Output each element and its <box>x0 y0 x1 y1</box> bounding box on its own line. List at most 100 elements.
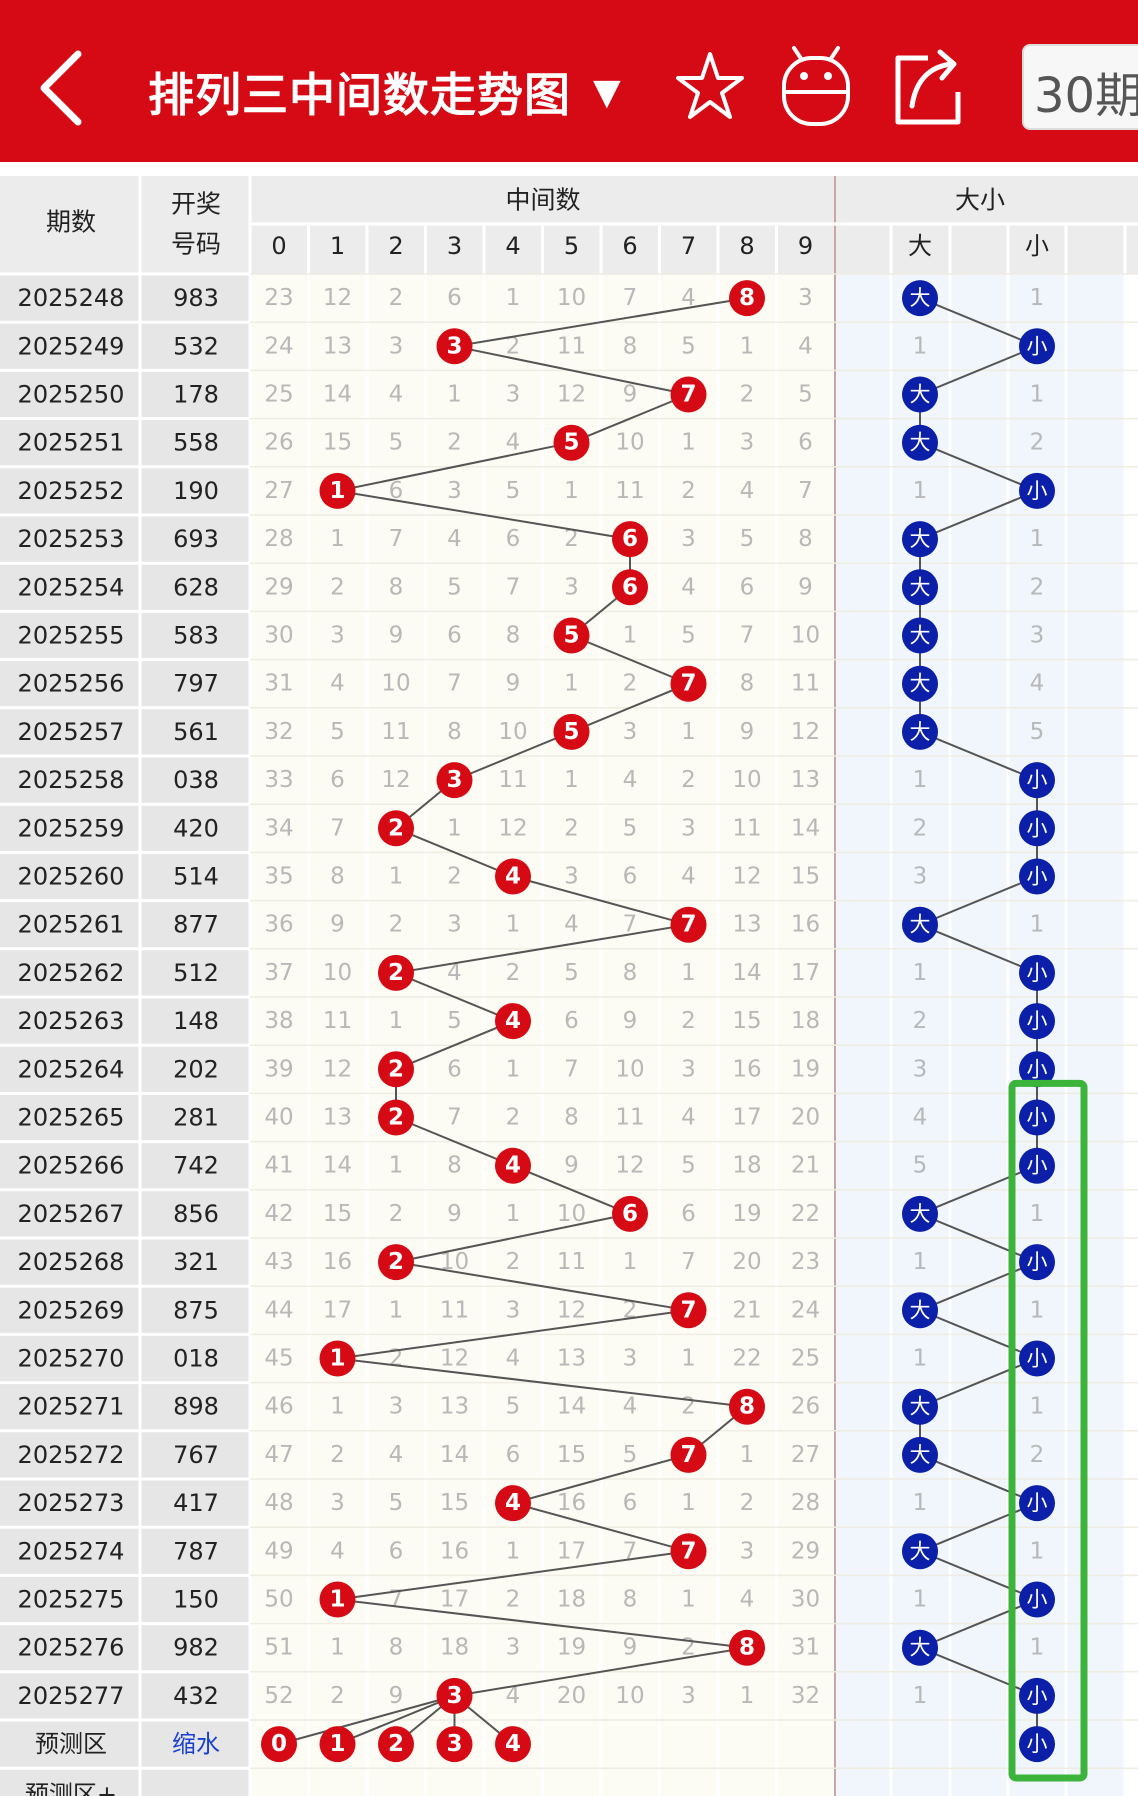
miss-count: 4 <box>681 1105 696 1131</box>
miss-count: 13 <box>557 1346 586 1372</box>
size-miss-count: 4 <box>1030 671 1045 697</box>
miss-count: 3 <box>740 430 755 456</box>
middle-ball <box>553 424 590 461</box>
predict-trend-line <box>278 1694 455 1746</box>
miss-count: 13 <box>323 333 352 359</box>
size-miss-count: 1 <box>1030 1538 1045 1564</box>
table-row: 2025248 983 23 12 2 6 1 10 7 4 3 1 <box>18 284 1045 312</box>
miss-count: 50 <box>264 1587 293 1613</box>
miss-count: 13 <box>323 1105 352 1131</box>
col-period-header: 期数 <box>46 208 96 237</box>
miss-count: 14 <box>557 1394 586 1420</box>
table-row: 2025271 898 46 1 3 13 5 14 4 2 26 1 <box>18 1393 1045 1421</box>
miss-count: 5 <box>447 574 462 600</box>
miss-count: 4 <box>447 526 462 552</box>
middle-ball <box>670 1292 707 1329</box>
miss-count: 6 <box>564 1008 579 1034</box>
predict-label: 预测区 <box>35 1730 107 1758</box>
miss-count: 7 <box>623 285 638 311</box>
miss-count: 18 <box>557 1587 586 1613</box>
miss-count: 9 <box>506 671 521 697</box>
miss-count: 46 <box>264 1394 293 1420</box>
miss-count: 6 <box>447 1056 462 1082</box>
size-miss-count: 2 <box>1030 430 1045 456</box>
middle-ball-label: 6 <box>622 574 638 600</box>
row-period: 2025265 <box>18 1104 125 1132</box>
miss-count: 47 <box>264 1442 293 1468</box>
table-row: 2025267 856 42 15 2 9 1 10 6 19 22 1 <box>18 1200 1045 1228</box>
row-period: 2025254 <box>18 573 125 601</box>
miss-count: 1 <box>506 1056 521 1082</box>
miss-count: 43 <box>264 1249 293 1275</box>
middle-ball <box>495 1147 531 1184</box>
row-period: 2025269 <box>18 1296 125 1324</box>
row-draw: 150 <box>173 1586 219 1614</box>
size-ball-label: 大 <box>910 383 931 407</box>
back-icon[interactable] <box>30 46 100 130</box>
period-selector-button[interactable]: 30期 <box>1022 44 1138 130</box>
predict-plus-label: 预测区+ <box>25 1780 117 1796</box>
row-draw: 281 <box>173 1104 219 1132</box>
size-miss-count: 1 <box>913 478 928 504</box>
miss-count: 6 <box>506 1442 521 1468</box>
miss-count: 13 <box>732 912 761 938</box>
miss-count: 6 <box>389 478 404 504</box>
row-period: 2025264 <box>18 1055 125 1083</box>
miss-count: 16 <box>440 1538 469 1564</box>
table-row: 2025264 202 39 12 6 1 7 10 3 16 19 3 <box>18 1055 928 1083</box>
table-row: 2025263 148 38 11 1 5 6 9 2 15 18 2 <box>18 1007 928 1035</box>
table-row: 2025265 281 40 13 7 2 8 11 4 17 20 4 <box>18 1104 928 1132</box>
size-ball <box>902 280 938 317</box>
star-icon[interactable] <box>676 44 744 124</box>
share-icon[interactable] <box>890 44 966 128</box>
row-draw: 877 <box>173 911 219 939</box>
size-ball-label: 大 <box>910 286 931 310</box>
miss-count: 7 <box>740 623 755 649</box>
size-ball-label: 大 <box>910 431 931 455</box>
digit-header-9: 9 <box>798 232 813 260</box>
miss-count: 9 <box>447 1201 462 1227</box>
row-period: 2025260 <box>18 863 125 891</box>
miss-count: 5 <box>681 623 696 649</box>
row-draw: 742 <box>173 1152 219 1180</box>
miss-count: 15 <box>440 1490 469 1516</box>
miss-count: 5 <box>506 1394 521 1420</box>
size-ball <box>1019 810 1055 847</box>
miss-count: 12 <box>440 1346 469 1372</box>
middle-ball-label: 5 <box>563 623 579 649</box>
middle-ball-label: 2 <box>388 1249 404 1275</box>
row-draw: 767 <box>173 1441 219 1469</box>
miss-count: 6 <box>330 767 345 793</box>
title-dropdown[interactable]: 排列三中间数走势图 ▼ <box>148 52 621 132</box>
row-draw: 038 <box>173 766 219 794</box>
miss-count: 49 <box>264 1538 293 1564</box>
miss-count: 6 <box>447 285 462 311</box>
size-ball <box>902 906 938 943</box>
table-row: 2025272 767 47 2 4 14 6 15 5 1 27 2 <box>18 1441 1045 1469</box>
robot-icon[interactable] <box>780 44 852 128</box>
miss-count: 5 <box>389 1490 404 1516</box>
miss-count: 18 <box>791 1008 820 1034</box>
table-row: 2025276 982 51 1 8 18 3 19 9 2 31 1 <box>18 1634 1045 1662</box>
size-ball <box>1019 954 1055 991</box>
miss-count: 1 <box>389 1008 404 1034</box>
size-miss-count: 1 <box>1030 1201 1045 1227</box>
middle-ball <box>553 713 590 750</box>
size-ball-label: 大 <box>910 624 931 648</box>
row-period: 2025263 <box>18 1007 125 1035</box>
size-miss-count: 1 <box>1030 1297 1045 1323</box>
miss-count: 15 <box>323 1201 352 1227</box>
size-ball-label: 大 <box>910 1539 931 1563</box>
miss-count: 4 <box>389 1442 404 1468</box>
miss-count: 1 <box>740 333 755 359</box>
shrink-link[interactable]: 缩水 <box>172 1730 220 1758</box>
middle-ball-label: 7 <box>680 912 696 938</box>
miss-count: 5 <box>506 478 521 504</box>
miss-count: 16 <box>557 1490 586 1516</box>
miss-count: 40 <box>264 1105 293 1131</box>
middle-ball <box>612 521 648 558</box>
miss-count: 10 <box>732 767 761 793</box>
miss-count: 8 <box>389 1635 404 1661</box>
middle-ball <box>378 810 414 847</box>
size-ball <box>902 1533 938 1570</box>
